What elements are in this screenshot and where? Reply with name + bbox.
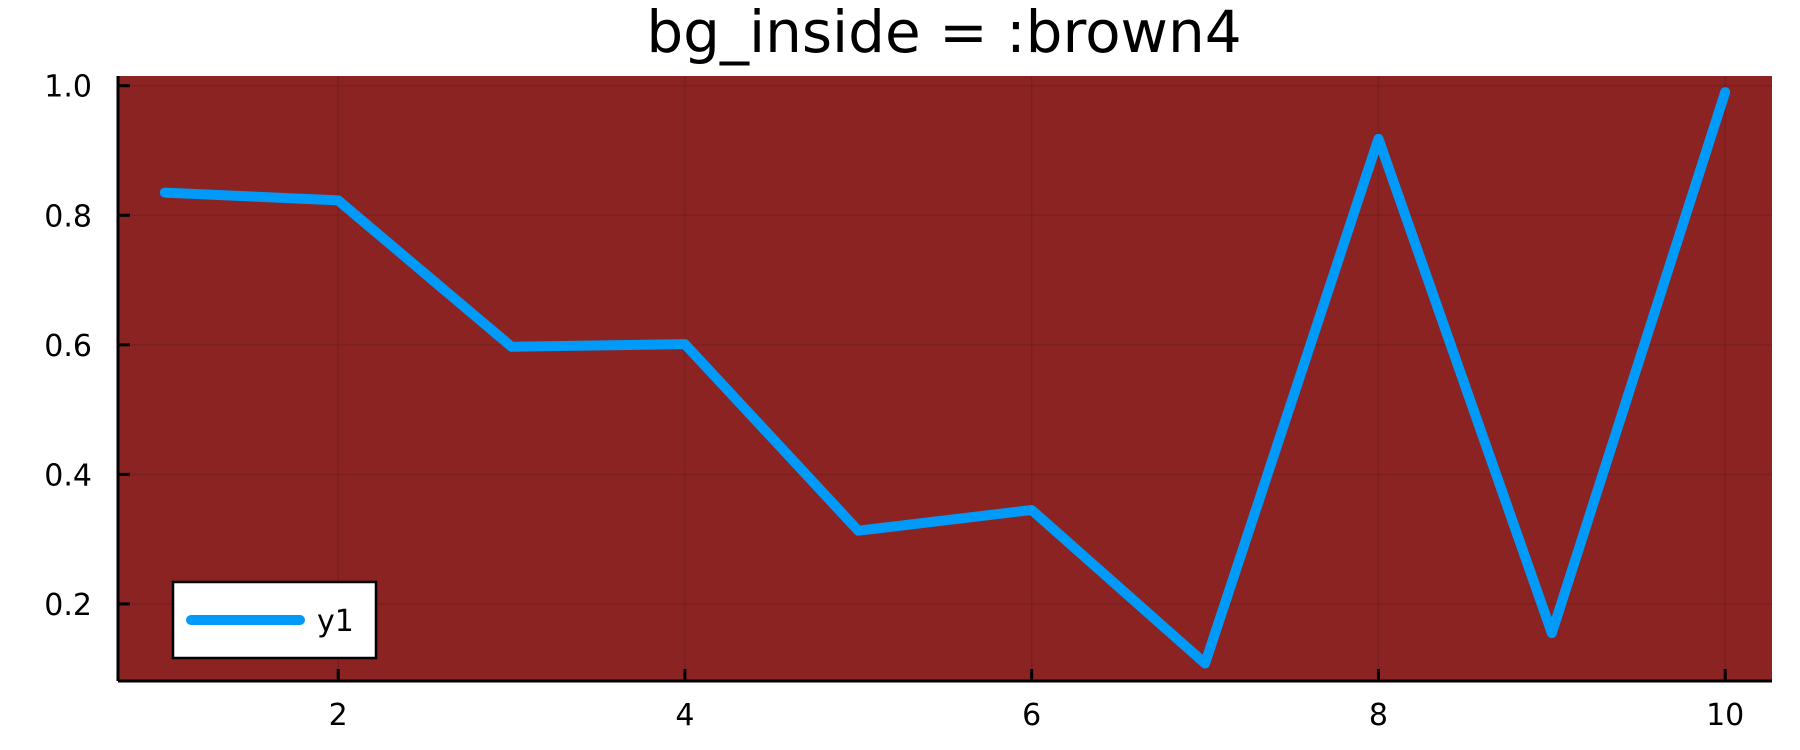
x-tick-label: 4	[675, 698, 694, 733]
chart-title: bg_inside = :brown4	[646, 0, 1241, 66]
y-tick-label: 0.4	[44, 458, 92, 493]
plot-area	[118, 76, 1772, 681]
y-tick-label: 0.2	[44, 588, 92, 623]
tick-labels: 2 4 6 8 10 0.2 0.4 0.6 0.8 1.0	[44, 70, 1744, 733]
x-tick-label: 8	[1369, 698, 1388, 733]
y-tick-label: 1.0	[44, 70, 92, 105]
series-layer	[159, 87, 1731, 669]
x-tick-label: 6	[1022, 698, 1041, 733]
y-tick-label: 0.8	[44, 199, 92, 234]
legend: y1	[171, 580, 378, 660]
axes	[116, 76, 1772, 683]
series-line-y1	[159, 87, 1731, 669]
x-tick-label: 10	[1706, 698, 1744, 733]
legend-label: y1	[317, 604, 354, 639]
x-tick-label: 2	[329, 698, 348, 733]
y-tick-label: 0.6	[44, 329, 92, 364]
